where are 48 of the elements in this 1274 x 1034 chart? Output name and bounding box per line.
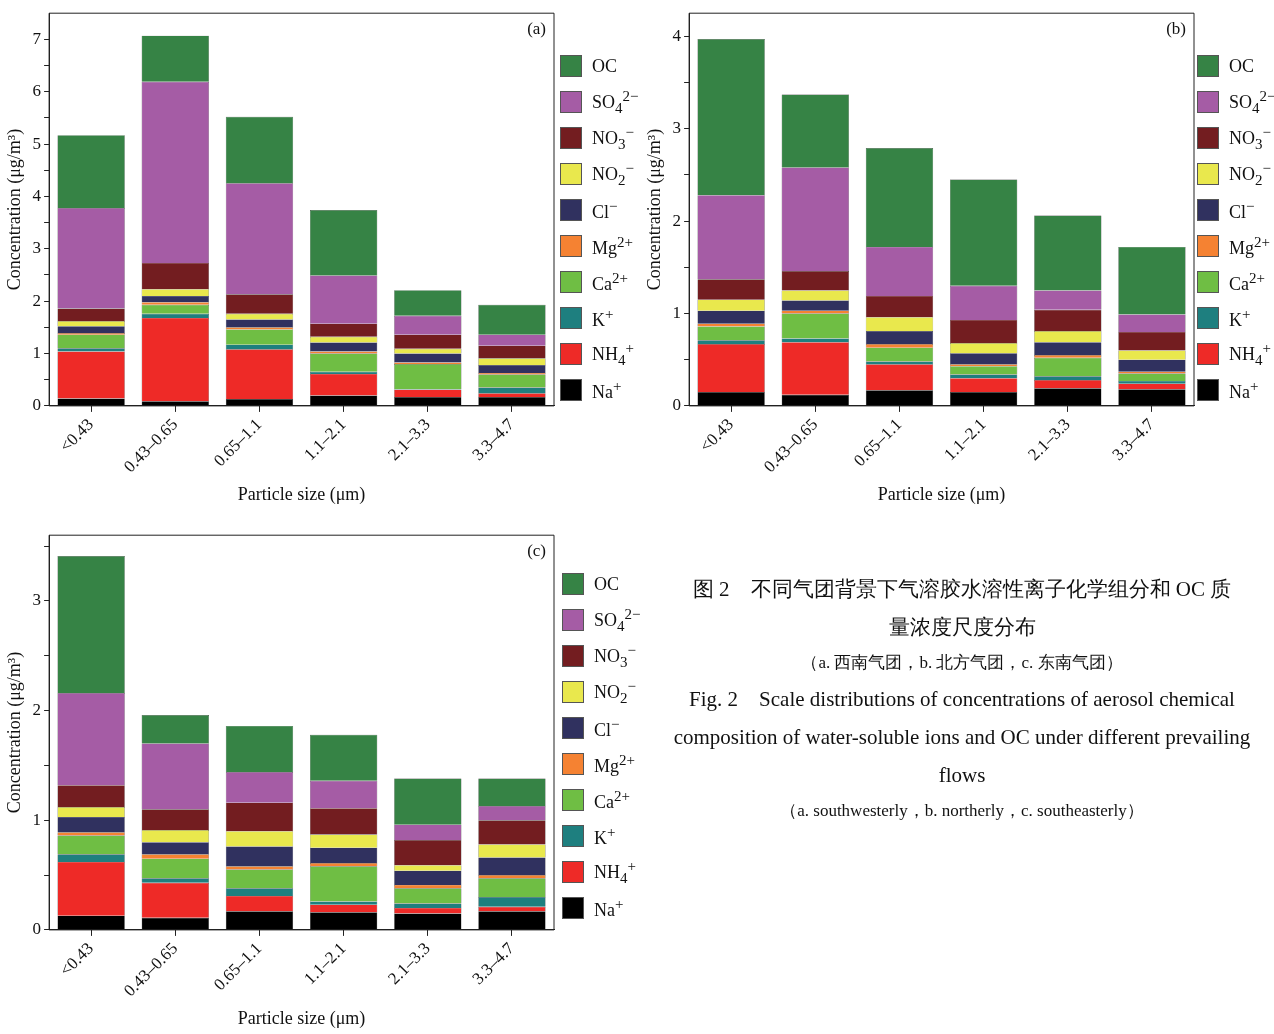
y-tick-label: 0 [32,395,42,415]
legend-label: Mg$^{2+}$ [592,233,633,259]
legend-label: Ca$^{2+}$ [594,787,630,813]
legend-label: Na$^{+}$ [594,895,624,921]
text: （a. southwesterly，b. northerly，c. southeasterly） [779,800,1145,822]
legend-label: Na$^{+}$ [592,377,622,403]
y-tick-label: 1 [32,809,42,829]
y-tick-label: 2 [32,700,42,720]
text: （a. 西南气团，b. 北方气团，c. 东南气团） [800,652,1124,674]
y-tick-label: 1 [32,343,42,362]
y-tick-label: 0 [672,395,682,415]
y-axis-title: Concentration (μg/m³) [643,128,665,291]
legend-label: Cl$^{−}$ [594,715,620,741]
y-tick-label: 3 [32,238,42,258]
y-tick-label: 0 [32,919,42,939]
legend-label: OC [1229,55,1255,77]
y-tick-label: 6 [32,81,42,101]
caption: Fig. 2 Scale distributions of concentrations of aerosol chemical composition of water-soluble ions and OC under different prevailing flows [672,686,1252,789]
legend-label: Mg$^{2+}$ [594,751,635,777]
y-tick-label: 4 [672,25,682,45]
y-tick-label: 5 [32,133,42,153]
legend-label: Na$^{+}$ [1229,377,1259,403]
y-tick-label: 2 [32,290,42,310]
annotation: (b) [1166,19,1186,39]
legend-label: Cl$^{−}$ [1229,197,1255,223]
y-tick-label: 1 [672,302,682,322]
y-axis-title: Concentration (μg/m³) [3,128,25,291]
legend-label: K$^{+}$ [1229,305,1251,331]
x-axis-title: Particle size (μm) [237,483,366,505]
legend-label: OC [594,573,620,595]
y-tick-label: 2 [672,210,682,230]
annotation: (a) [527,19,546,39]
x-axis-title: Particle size (μm) [237,1007,366,1029]
y-axis-title: Concentration (μg/m³) [3,651,25,814]
legend-label: K$^{+}$ [592,305,614,331]
legend-label: OC [592,55,618,77]
legend-label: Mg$^{2+}$ [1229,233,1270,259]
legend-label: Cl$^{−}$ [592,197,618,223]
text: 图 2 不同气团背景下气溶胶水溶性离子化学组分和 OC 质量浓度尺度分布 [691,576,1233,641]
y-tick-label: 3 [32,590,42,610]
y-tick-label: 7 [32,28,42,48]
legend-label: Ca$^{2+}$ [1229,269,1265,295]
x-axis-title: Particle size (μm) [877,483,1006,505]
legend-label: K$^{+}$ [594,823,616,849]
annotation: (c) [527,541,546,561]
y-tick-label: 4 [32,185,42,205]
legend-label: Ca$^{2+}$ [592,269,628,295]
y-tick-label: 3 [672,118,682,138]
